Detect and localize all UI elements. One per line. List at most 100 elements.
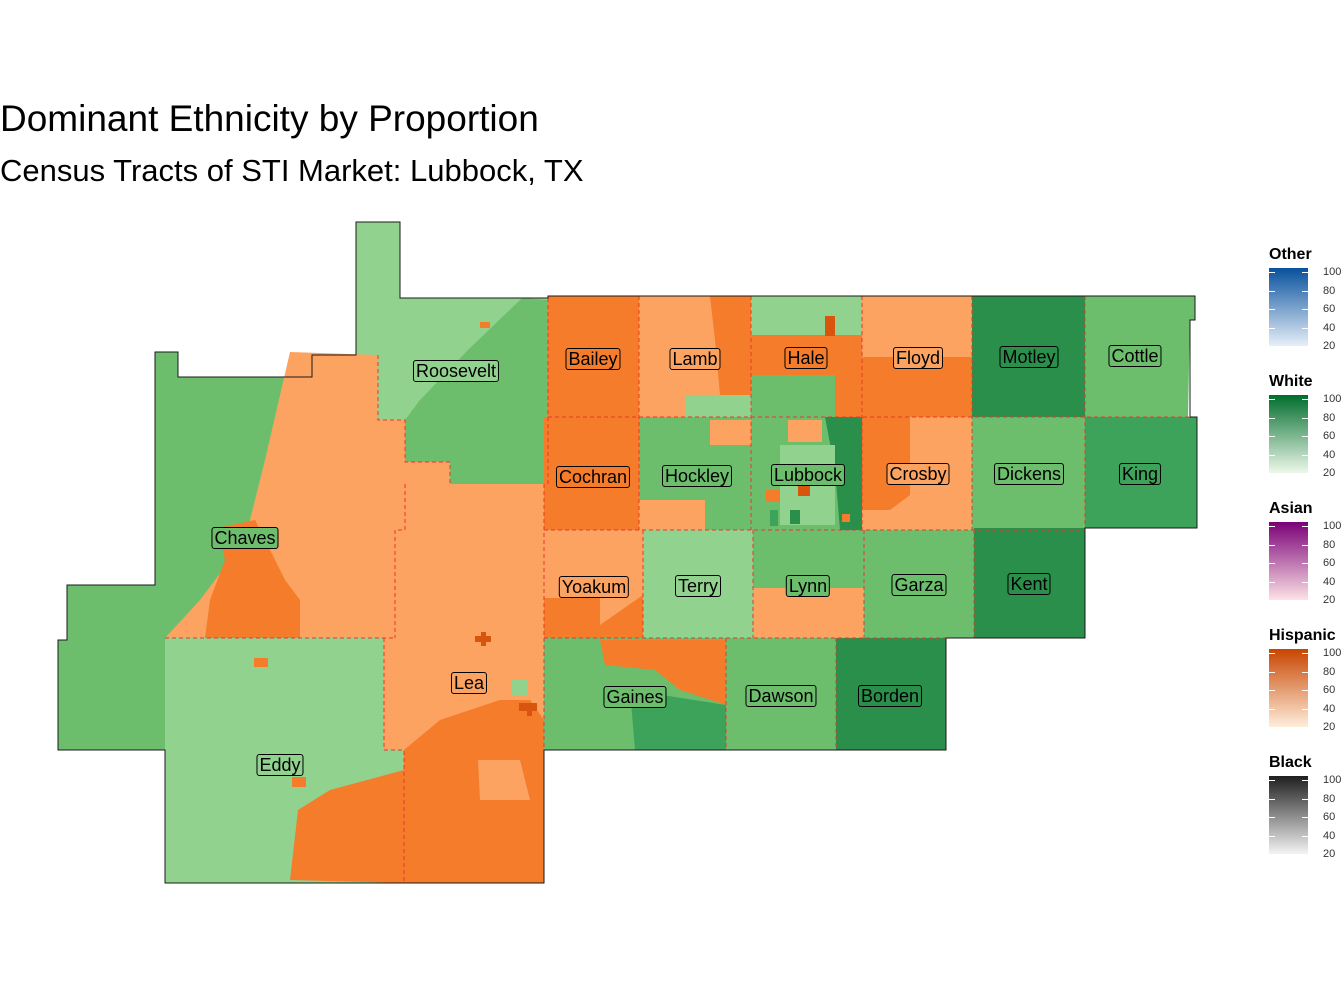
legend-tick-label: 80 [1323,792,1336,805]
legend-tick-label: 100 [1323,774,1342,786]
legend-tick [1302,346,1308,347]
legend-tick-label: 100 [1323,393,1342,405]
county-label-garza: Garza [891,574,947,596]
map-title: Dominant Ethnicity by Proportion [0,98,539,139]
legend-tick [1302,544,1308,546]
legend-tick [1269,563,1275,564]
legend-tick [1269,708,1275,710]
legend-title: White [1269,373,1313,390]
legend-tick [1302,417,1308,419]
legend-tick [1302,671,1308,673]
tract-lea-hobbs [478,760,530,800]
county-label-yoakum: Yoakum [558,576,630,598]
legend-tick [1302,563,1308,564]
legend-tick [1269,454,1275,456]
tract-floyd-south [862,357,972,417]
tract-hale-south [751,375,835,417]
county-label-hale: Hale [784,347,828,369]
legend-tick-label: 80 [1323,411,1336,424]
legend-tick [1269,290,1275,292]
county-label-cottle: Cottle [1108,345,1162,367]
legend-tick [1269,544,1275,546]
legend-tick [1269,346,1275,347]
map-subtitle: Census Tracts of STI Market: Lubbock, TX [0,153,584,188]
legend-tick [1302,708,1308,710]
county-label-motley: Motley [999,346,1059,368]
tract-lubbock-north [788,420,822,442]
legend-tick [1302,309,1308,310]
legend-color-bar [1269,649,1308,727]
legend-color-bar [1269,776,1308,854]
county-label-floyd: Floyd [892,347,944,369]
legend-color-bar [1269,268,1308,346]
legend-tick-label: 40 [1323,448,1336,461]
county-label-terry: Terry [675,575,721,597]
legend-black: Black 100 80 60 40 20 [1269,754,1341,860]
legend-tick [1269,671,1275,673]
county-label-cochran: Cochran [555,466,631,488]
legend-tick-label: 60 [1323,430,1336,442]
legend-tick [1269,817,1275,818]
legend-tick [1269,473,1275,474]
urban-tracts [254,313,850,787]
legend-tick-label: 20 [1323,721,1336,733]
county-label-kent: Kent [1007,573,1051,595]
county-label-king: King [1118,463,1162,485]
legend-tick-label: 80 [1323,284,1336,297]
county-label-lubbock: Lubbock [770,464,846,486]
tract-hockley-sw [639,500,705,530]
tract-gaines-ne [600,640,726,705]
legend-tick-label: 40 [1323,829,1336,842]
legend-scale: 100 80 60 40 20 [1269,266,1341,352]
legend-tick [1302,399,1308,400]
legend-tick [1269,798,1275,800]
county-label-bailey: Bailey [565,348,621,370]
county-label-eddy: Eddy [256,754,304,776]
legend-tick [1269,690,1275,691]
legend-tick [1269,417,1275,419]
legend-tick [1302,454,1308,456]
tract-hale-mid [751,335,862,417]
legend-tick-label: 40 [1323,702,1336,715]
legend-tick [1302,817,1308,818]
legend-tick [1269,399,1275,400]
legend-tick [1302,581,1308,583]
tract-lamb-east [710,296,751,395]
legend-title: Black [1269,754,1312,771]
county-label-crosby: Crosby [886,463,950,485]
legend-tick-label: 60 [1323,811,1336,823]
county-label-lea: Lea [450,672,488,694]
legend-tick [1302,436,1308,437]
legend-title: Asian [1269,500,1313,517]
legend-tick [1269,835,1275,837]
tract-lynn-south [753,588,864,638]
legend-tick [1302,835,1308,837]
legend-tick-label: 20 [1323,467,1336,479]
legend-tick [1302,600,1308,601]
legend-tick [1302,727,1308,728]
legend-tick [1302,653,1308,654]
legend-tick-label: 100 [1323,266,1342,278]
legend-tick-label: 60 [1323,684,1336,696]
tract-roosevelt-east [405,298,548,484]
legend-scale: 100 80 60 40 20 [1269,774,1341,860]
choropleth-map [57,221,1198,884]
county-label-roosevelt: Roosevelt [412,360,500,382]
legend-tick [1302,780,1308,781]
legend-tick [1302,327,1308,329]
legend-tick [1269,272,1275,273]
legend-hispanic: Hispanic 100 80 60 40 20 [1269,627,1341,733]
legend-tick-label: 20 [1323,848,1336,860]
legend-tick-label: 40 [1323,575,1336,588]
legend-tick [1269,327,1275,329]
legend-tick-label: 80 [1323,665,1336,678]
legend-tick [1302,798,1308,800]
legend-color-bar [1269,395,1308,473]
legend-tick-label: 100 [1323,647,1342,659]
legend-tick [1302,690,1308,691]
legend-white: White 100 80 60 40 20 [1269,373,1341,479]
legend-color-bar [1269,522,1308,600]
legend-tick [1302,473,1308,474]
legend-tick [1269,653,1275,654]
county-label-dickens: Dickens [993,463,1065,485]
